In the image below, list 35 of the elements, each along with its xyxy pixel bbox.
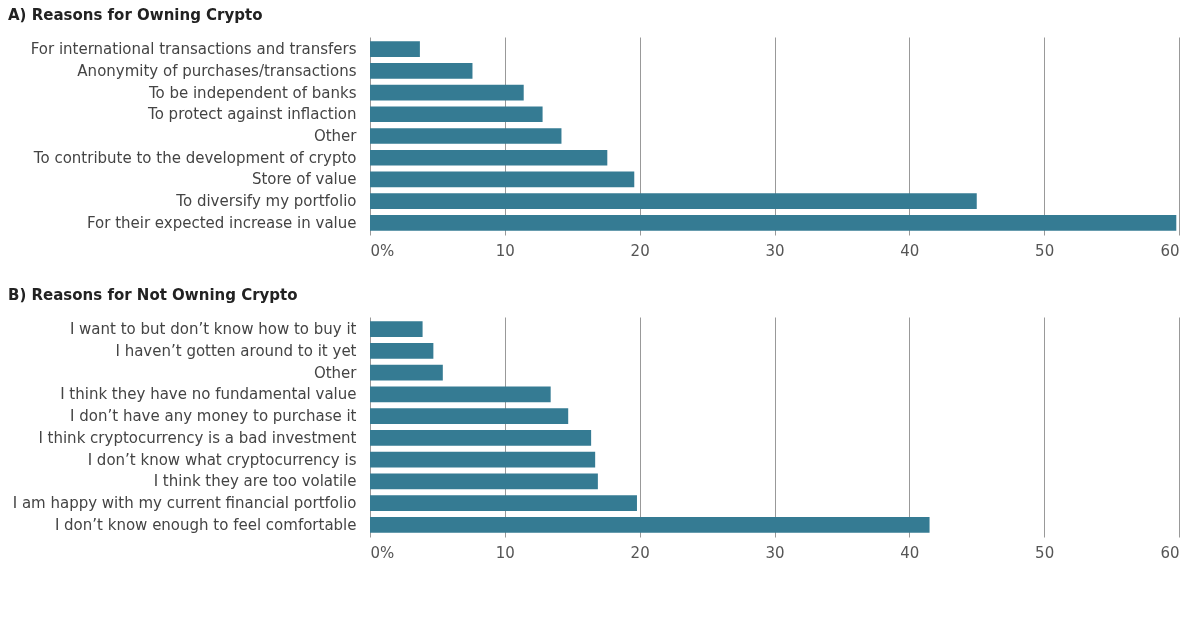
- x-tick-label: 0%: [370, 241, 395, 260]
- y-tick-label: I think they are too volatile: [153, 472, 357, 491]
- y-tick-label: Store of value: [251, 170, 357, 189]
- y-tick-label: I think cryptocurrency is a bad investment: [38, 428, 357, 447]
- y-tick-label: To protect against inflaction: [147, 105, 357, 124]
- text: B) Reasons for Not Owning Crypto: [8, 286, 298, 304]
- y-tick-label: I haven’t gotten around to it yet: [115, 341, 357, 360]
- y-tick-label: For their expected increase in value: [86, 213, 357, 232]
- y-tick-label: Other: [313, 127, 358, 145]
- x-tick-label: 20: [630, 543, 650, 562]
- x-tick-label: 40: [900, 241, 920, 260]
- y-tick-label: I think they have no fundamental value: [60, 385, 357, 404]
- y-tick-label: Anonymity of purchases/transactions: [77, 61, 357, 80]
- x-tick-label: 20: [630, 241, 650, 260]
- x-tick-label: 60: [1160, 241, 1180, 260]
- x-tick-label: 30: [765, 241, 785, 260]
- y-tick-label: For international transactions and transfers: [30, 40, 357, 59]
- y-tick-label: I don’t have any money to purchase it: [70, 407, 357, 426]
- y-tick-label: I don’t know enough to feel comfortable: [54, 515, 357, 534]
- x-tick-label: 0%: [370, 543, 395, 562]
- y-tick-label: I am happy with my current financial portfolio: [12, 494, 357, 513]
- y-tick-label: To diversify my portfolio: [175, 192, 357, 211]
- y-tick-label: Other: [313, 363, 358, 382]
- x-tick-label: 50: [1035, 543, 1055, 562]
- x-tick-label: 10: [495, 241, 515, 260]
- x-tick-label: 10: [495, 543, 515, 562]
- x-tick-label: 30: [765, 543, 785, 562]
- text: A) Reasons for Owning Crypto: [8, 6, 263, 24]
- y-tick-label: To be independent of banks: [147, 83, 357, 102]
- y-tick-label: I want to but don’t know how to buy it: [69, 320, 357, 339]
- y-tick-label: I don’t know what cryptocurrency is: [87, 450, 357, 469]
- y-tick-label: To contribute to the development of crypto: [32, 148, 357, 167]
- x-tick-label: 60: [1160, 543, 1180, 562]
- x-tick-label: 40: [900, 543, 920, 562]
- x-tick-label: 50: [1035, 241, 1055, 260]
